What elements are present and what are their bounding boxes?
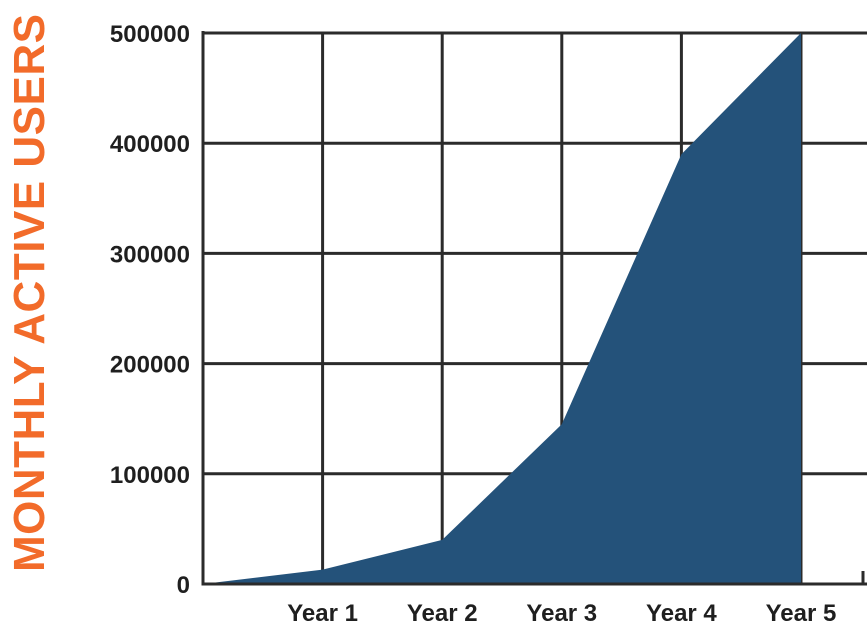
x-tick-label: Year 3	[526, 600, 597, 627]
y-tick-label: 400000	[110, 131, 190, 158]
y-tick-label: 300000	[110, 241, 190, 268]
y-tick-label: 500000	[110, 21, 190, 48]
y-tick-label: 200000	[110, 352, 190, 379]
x-tick-label: Year 5	[766, 600, 837, 627]
axes	[201, 31, 865, 586]
x-tick-label: Year 4	[646, 600, 717, 627]
y-axis-ticks: 0 100000 200000 300000 400000 500000	[110, 21, 190, 599]
y-tick-label: 100000	[110, 462, 190, 489]
y-axis-label: MONTHLY ACTIVE USERS	[5, 14, 54, 572]
x-tick-label: Year 1	[287, 600, 358, 627]
area-fill	[203, 33, 801, 584]
x-axis-ticks: Year 1 Year 2 Year 3 Year 4 Year 5	[287, 600, 836, 627]
area-series	[203, 33, 801, 584]
x-tick-label: Year 2	[407, 600, 478, 627]
y-tick-label: 0	[177, 572, 190, 599]
